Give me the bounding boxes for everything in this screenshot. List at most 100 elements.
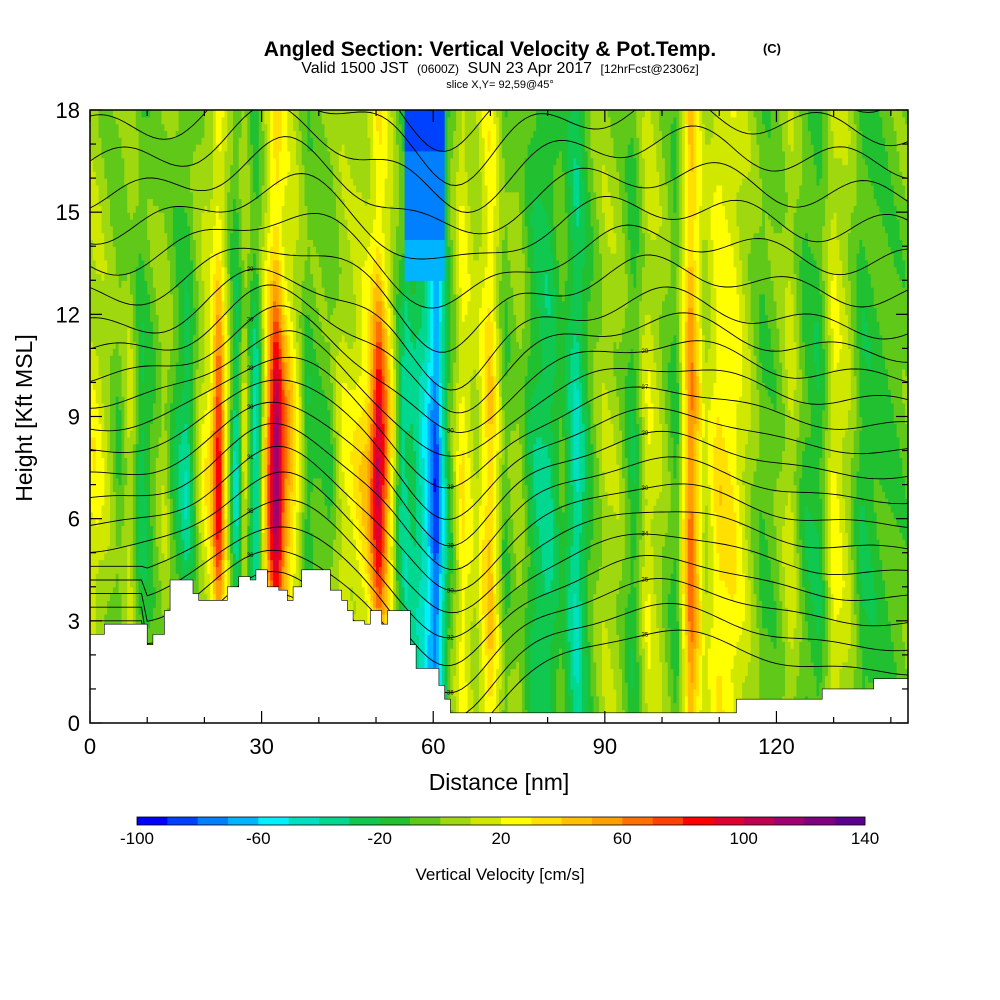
velocity-cell xyxy=(539,110,543,200)
velocity-cell xyxy=(773,368,778,411)
colorbar-swatch xyxy=(470,817,502,825)
theta-label: 30 xyxy=(447,588,454,594)
velocity-cell xyxy=(759,225,763,295)
velocity-cell xyxy=(667,218,672,288)
velocity-cell xyxy=(307,150,311,241)
velocity-cell xyxy=(822,409,826,581)
velocity-cell xyxy=(350,178,354,261)
velocity-cell xyxy=(647,110,652,234)
velocity-cell xyxy=(293,110,297,132)
velocity-cell xyxy=(273,368,277,397)
velocity-cell xyxy=(593,423,597,595)
velocity-cell xyxy=(504,191,509,227)
velocity-cell xyxy=(793,273,798,343)
velocity-cell xyxy=(427,545,431,636)
velocity-cell xyxy=(258,341,263,452)
velocity-cell xyxy=(604,110,609,172)
velocity-cell xyxy=(862,110,866,159)
velocity-cell xyxy=(570,293,574,349)
velocity-cell xyxy=(181,430,185,540)
velocity-cell xyxy=(418,484,423,581)
velocity-cell xyxy=(330,443,334,506)
velocity-cell xyxy=(135,327,140,445)
velocity-cell xyxy=(247,164,251,254)
velocity-cell xyxy=(158,436,163,581)
velocity-cell xyxy=(827,334,832,458)
velocity-cell xyxy=(567,116,572,186)
velocity-cell xyxy=(150,321,154,424)
velocity-cell xyxy=(253,253,257,302)
velocity-cell xyxy=(170,348,174,404)
velocity-cell xyxy=(275,362,280,384)
velocity-cell xyxy=(367,573,371,595)
velocity-cell xyxy=(699,654,703,710)
velocity-cell xyxy=(407,321,411,431)
velocity-cell xyxy=(487,150,492,309)
velocity-cell xyxy=(656,232,660,390)
velocity-cell xyxy=(856,110,860,254)
x-tick-label: 120 xyxy=(758,734,795,759)
velocity-cell xyxy=(481,110,486,138)
velocity-cell xyxy=(710,396,715,527)
velocity-cell xyxy=(313,110,317,247)
velocity-cell xyxy=(253,300,257,329)
velocity-cell xyxy=(496,110,500,118)
velocity-cell xyxy=(235,212,240,275)
velocity-cell xyxy=(461,110,466,206)
velocity-cell xyxy=(690,682,695,723)
velocity-cell xyxy=(164,430,168,506)
velocity-cell xyxy=(890,253,895,404)
velocity-cell xyxy=(550,579,554,642)
velocity-cell xyxy=(613,511,617,690)
velocity-cell xyxy=(807,641,812,704)
velocity-cell xyxy=(647,232,652,315)
velocity-cell xyxy=(141,110,145,118)
velocity-cell xyxy=(673,559,677,704)
velocity-cell xyxy=(613,110,617,159)
velocity-cell xyxy=(487,130,492,152)
velocity-cell xyxy=(659,491,663,663)
theta-contour xyxy=(90,499,908,639)
velocity-cell xyxy=(293,253,297,309)
velocity-cell xyxy=(764,539,769,629)
velocity-cell xyxy=(762,110,766,125)
velocity-cell xyxy=(393,368,397,472)
velocity-cell xyxy=(218,321,223,356)
theta-label: 27 xyxy=(642,385,649,391)
velocity-cell xyxy=(587,191,592,302)
velocity-cell xyxy=(853,430,858,499)
velocity-cell xyxy=(107,470,111,547)
velocity-cell xyxy=(896,150,901,220)
velocity-cell xyxy=(396,579,400,636)
velocity-cell xyxy=(627,239,632,363)
velocity-cell xyxy=(802,450,806,588)
velocity-cell xyxy=(233,198,237,275)
velocity-cell xyxy=(404,110,409,152)
velocity-cell xyxy=(736,110,740,193)
velocity-cell xyxy=(167,368,171,499)
velocity-cell xyxy=(519,586,523,683)
velocity-cell xyxy=(785,191,789,213)
velocity-cell xyxy=(192,505,197,581)
velocity-cell xyxy=(172,205,177,247)
velocity-cell xyxy=(616,110,620,172)
velocity-cell xyxy=(261,416,266,479)
velocity-cell xyxy=(284,314,288,336)
velocity-cell xyxy=(233,348,237,411)
velocity-cell xyxy=(404,300,409,431)
velocity-cell xyxy=(747,348,752,431)
velocity-cell xyxy=(719,579,723,676)
velocity-cell xyxy=(699,205,703,329)
velocity-cell xyxy=(764,627,769,723)
velocity-cell xyxy=(347,239,351,349)
velocity-cell xyxy=(573,110,577,159)
velocity-cell xyxy=(264,212,268,261)
velocity-cell xyxy=(519,212,523,349)
velocity-cell xyxy=(118,110,123,138)
velocity-cell xyxy=(813,614,818,676)
velocity-cell xyxy=(613,157,617,234)
velocity-cell xyxy=(559,648,563,723)
velocity-cell xyxy=(233,110,237,200)
velocity-cell xyxy=(378,144,383,254)
velocity-cell xyxy=(650,518,655,547)
